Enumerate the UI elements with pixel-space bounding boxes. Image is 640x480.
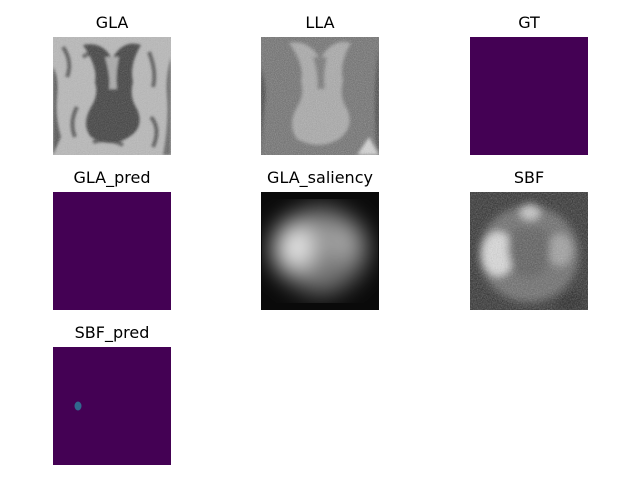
sbf-pred-mask-image [53, 347, 171, 465]
gla-saliency-image [261, 192, 379, 310]
panel-title: GLA [95, 13, 129, 32]
panel-title: SBF [513, 168, 545, 187]
gt-mask-image [470, 37, 588, 155]
panel-title: GLA_saliency [267, 168, 373, 187]
predicted-lesion-blob [74, 401, 82, 411]
sbf-image [470, 192, 588, 310]
gla-pred-mask-image [53, 192, 171, 310]
panel-title: GT [518, 13, 540, 32]
panel-title: SBF_pred [74, 323, 150, 342]
gla-mri-image [53, 37, 171, 155]
lla-mri-image [261, 37, 379, 155]
panel-title: GLA_pred [73, 168, 151, 187]
panel-title: LLA [305, 13, 335, 32]
